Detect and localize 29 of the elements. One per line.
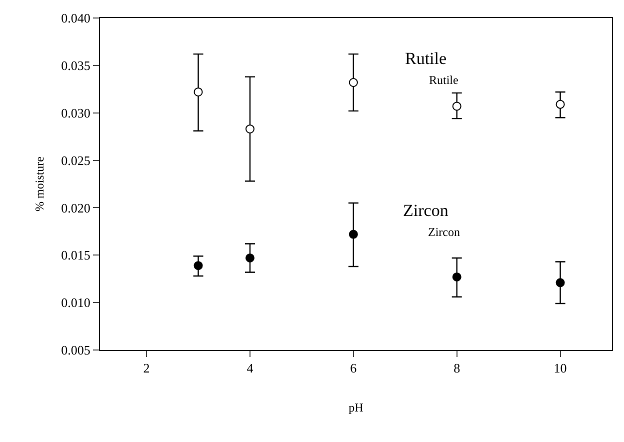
y-axis-title: % moisture	[32, 156, 46, 212]
text: Zircon	[403, 201, 449, 220]
y-tick-label: 0.040	[61, 10, 90, 26]
x-tick-label: 2	[143, 360, 150, 376]
point	[556, 278, 565, 288]
point	[194, 87, 203, 96]
x-axis-title: pH	[348, 400, 364, 414]
point	[348, 78, 358, 87]
point	[348, 230, 358, 239]
point	[452, 272, 462, 282]
y-tick-label: 0.020	[61, 200, 90, 216]
point	[194, 261, 203, 270]
y-tick-label: 0.025	[61, 152, 90, 168]
y-tick-label: 0.005	[61, 342, 90, 358]
y-tick-label: 0.010	[61, 295, 90, 310]
y-tick-label: 0.035	[61, 58, 90, 73]
annotation: Rutile	[429, 73, 458, 87]
point	[245, 124, 254, 134]
point	[556, 100, 565, 109]
point	[245, 253, 254, 262]
x-tick-label: 4	[246, 360, 254, 376]
point	[452, 102, 462, 111]
annotation: Zircon	[428, 225, 460, 239]
y-tick-label: 0.030	[61, 105, 90, 120]
text: Rutile	[405, 49, 447, 68]
x-tick-label: 10	[554, 360, 567, 376]
x-tick-label: 6	[350, 360, 358, 376]
x-tick-label: 8	[454, 360, 460, 376]
y-tick-label: 0.015	[61, 248, 90, 263]
